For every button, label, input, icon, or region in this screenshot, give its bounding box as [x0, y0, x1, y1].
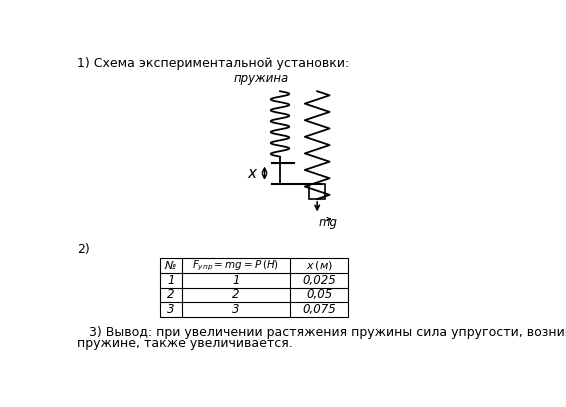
Text: mg: mg	[319, 216, 338, 229]
Bar	[160, 258, 348, 317]
Text: 0,05: 0,05	[306, 288, 332, 301]
Text: $\mathit{F_{упр} = mg = P\,(H)}$: $\mathit{F_{упр} = mg = P\,(H)}$	[192, 258, 279, 273]
Text: 3: 3	[167, 303, 174, 316]
Text: 2: 2	[167, 288, 174, 301]
Text: 3: 3	[232, 303, 239, 316]
Text: x: x	[247, 166, 256, 181]
Bar	[310, 184, 325, 199]
Text: 0,075: 0,075	[302, 303, 336, 316]
Text: 2: 2	[232, 288, 239, 301]
Text: 0,025: 0,025	[302, 274, 336, 287]
Text: пружина: пружина	[234, 72, 289, 85]
Text: 3) Вывод: при увеличении растяжения пружины сила упругости, возникающая в: 3) Вывод: при увеличении растяжения пруж…	[77, 326, 566, 339]
Text: 2): 2)	[77, 243, 89, 256]
Text: 1) Схема экспериментальной установки:: 1) Схема экспериментальной установки:	[77, 57, 349, 70]
Text: пружине, также увеличивается.: пружине, также увеличивается.	[77, 337, 293, 350]
Text: 1: 1	[232, 274, 239, 287]
Text: №: №	[165, 260, 177, 271]
Text: $\mathit{x\,(м)}$: $\mathit{x\,(м)}$	[306, 259, 333, 272]
Text: 1: 1	[167, 274, 174, 287]
